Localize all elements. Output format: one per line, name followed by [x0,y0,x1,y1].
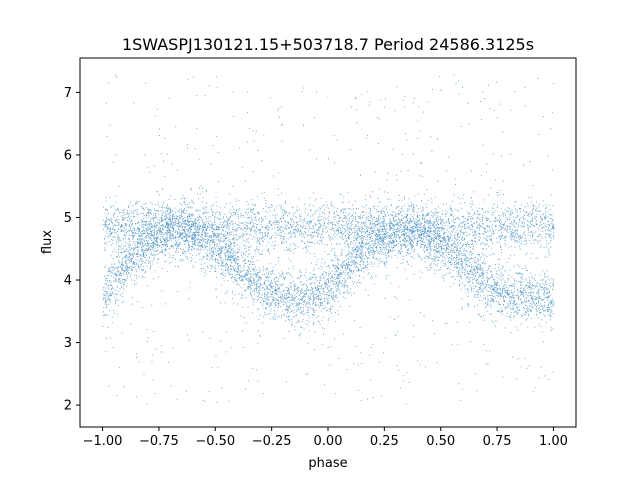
x-axis-ticks: −1.00 −0.75 −0.50 −0.25 0.00 0.25 0.50 0.75 1.00 [83,427,568,449]
y-axis-label: flux [40,230,55,254]
x-tick-label: 0.50 [426,434,455,449]
x-tick-label: 0.00 [314,434,343,449]
x-axis-label: phase [308,456,347,471]
y-tick-label: 2 [64,399,72,414]
y-axis-ticks: 2 3 4 5 6 7 [64,86,80,414]
y-tick-label: 6 [64,148,72,163]
x-tick-label: 0.25 [370,434,399,449]
y-tick-label: 5 [64,211,72,226]
data-points [102,74,555,405]
y-tick-label: 3 [64,336,72,351]
scatter-points [102,74,555,405]
x-tick-label: −0.75 [139,434,179,449]
y-tick-label: 7 [64,86,72,101]
x-tick-label: −1.00 [83,434,123,449]
x-tick-label: 1.00 [539,434,568,449]
y-tick-label: 4 [64,274,72,289]
x-tick-label: 0.75 [483,434,512,449]
x-tick-label: −0.50 [195,434,235,449]
chart-title: 1SWASPJ130121.15+503718.7 Period 24586.3… [122,35,534,54]
x-tick-label: −0.25 [252,434,292,449]
